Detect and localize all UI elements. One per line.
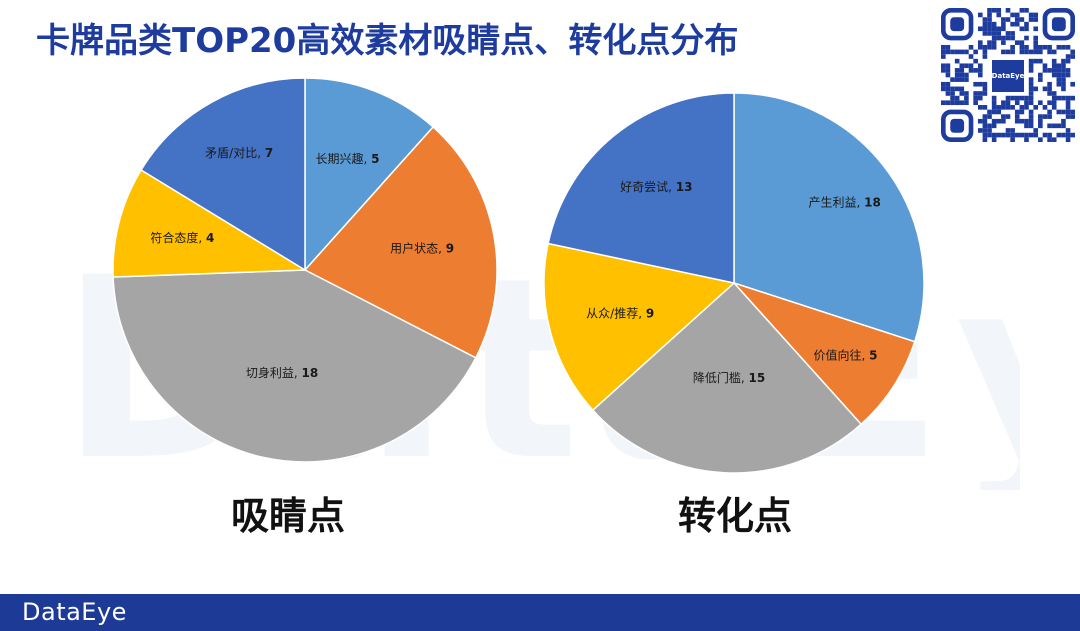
chart-caption-attention: 吸睛点 (230, 494, 345, 538)
pie-slice-gain-benefit (733, 92, 925, 343)
pie-chart-conversion: 产生利益, 18 价值向往, 5 降低门槛, 15 从众/推荐, 9 好奇尝试, 13 (543, 92, 925, 474)
pie-slice-attitude-match (112, 168, 308, 278)
pie-slice-lower-barrier (591, 281, 863, 474)
chart-caption-conversion: 转化点 (677, 494, 792, 538)
slice-label-gain-benefit: 产生利益, 18 (809, 196, 881, 210)
pie-charts: 长期兴趣, 5 用户状态, 9 切身利益, 18 符合态度, 4 矛盾/对比, 7 产生利… (112, 77, 925, 474)
pie-slice-personal-benefit (112, 269, 477, 463)
page-title: 卡牌品类TOP20高效素材吸睛点、转化点分布 (36, 21, 739, 61)
slice-label-user-status: 用户状态, 9 (390, 240, 454, 255)
footer-bar: DataEye (0, 594, 1080, 631)
qr-brand-logo: DataEye (990, 58, 1026, 94)
pie-chart-attention: 长期兴趣, 5 用户状态, 9 切身利益, 18 符合态度, 4 矛盾/对比, 7 (112, 77, 498, 463)
pie-slice-follow-recommend (543, 242, 736, 412)
slice-label-follow-recommend: 从众/推荐, 9 (586, 307, 654, 321)
pie-slice-user-status (303, 125, 498, 359)
slice-label-curiosity-try: 好奇尝试, 13 (620, 179, 692, 194)
qr-code-pattern (941, 8, 1075, 142)
slice-label-contrast: 矛盾/对比, 7 (205, 146, 273, 160)
qr-code-icon: DataEye (941, 8, 1075, 142)
slice-label-lower-barrier: 降低门槛, 15 (693, 370, 765, 385)
slice-label-value-aspiration: 价值向往, 5 (814, 347, 878, 362)
pie-slice-value-aspiration (731, 281, 916, 426)
pie-slice-contrast (140, 77, 306, 272)
slice-label-personal-benefit: 切身利益, 18 (246, 365, 318, 380)
pie-slice-long-term-interest (304, 77, 435, 272)
slice-label-attitude-match: 符合态度, 4 (150, 230, 214, 245)
pie-slice-curiosity-try (547, 92, 735, 284)
slice-label-long-term-interest: 长期兴趣, 5 (316, 151, 380, 166)
footer-brand-logo: DataEye (22, 598, 127, 626)
